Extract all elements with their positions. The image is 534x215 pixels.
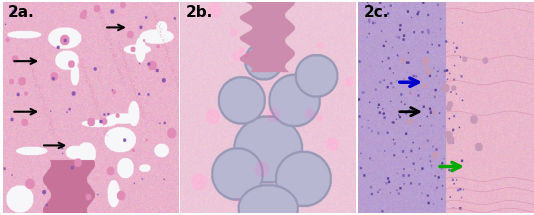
Text: 2b.: 2b. [186, 5, 213, 20]
Text: 2a.: 2a. [8, 5, 35, 20]
Text: 2c.: 2c. [364, 5, 389, 20]
